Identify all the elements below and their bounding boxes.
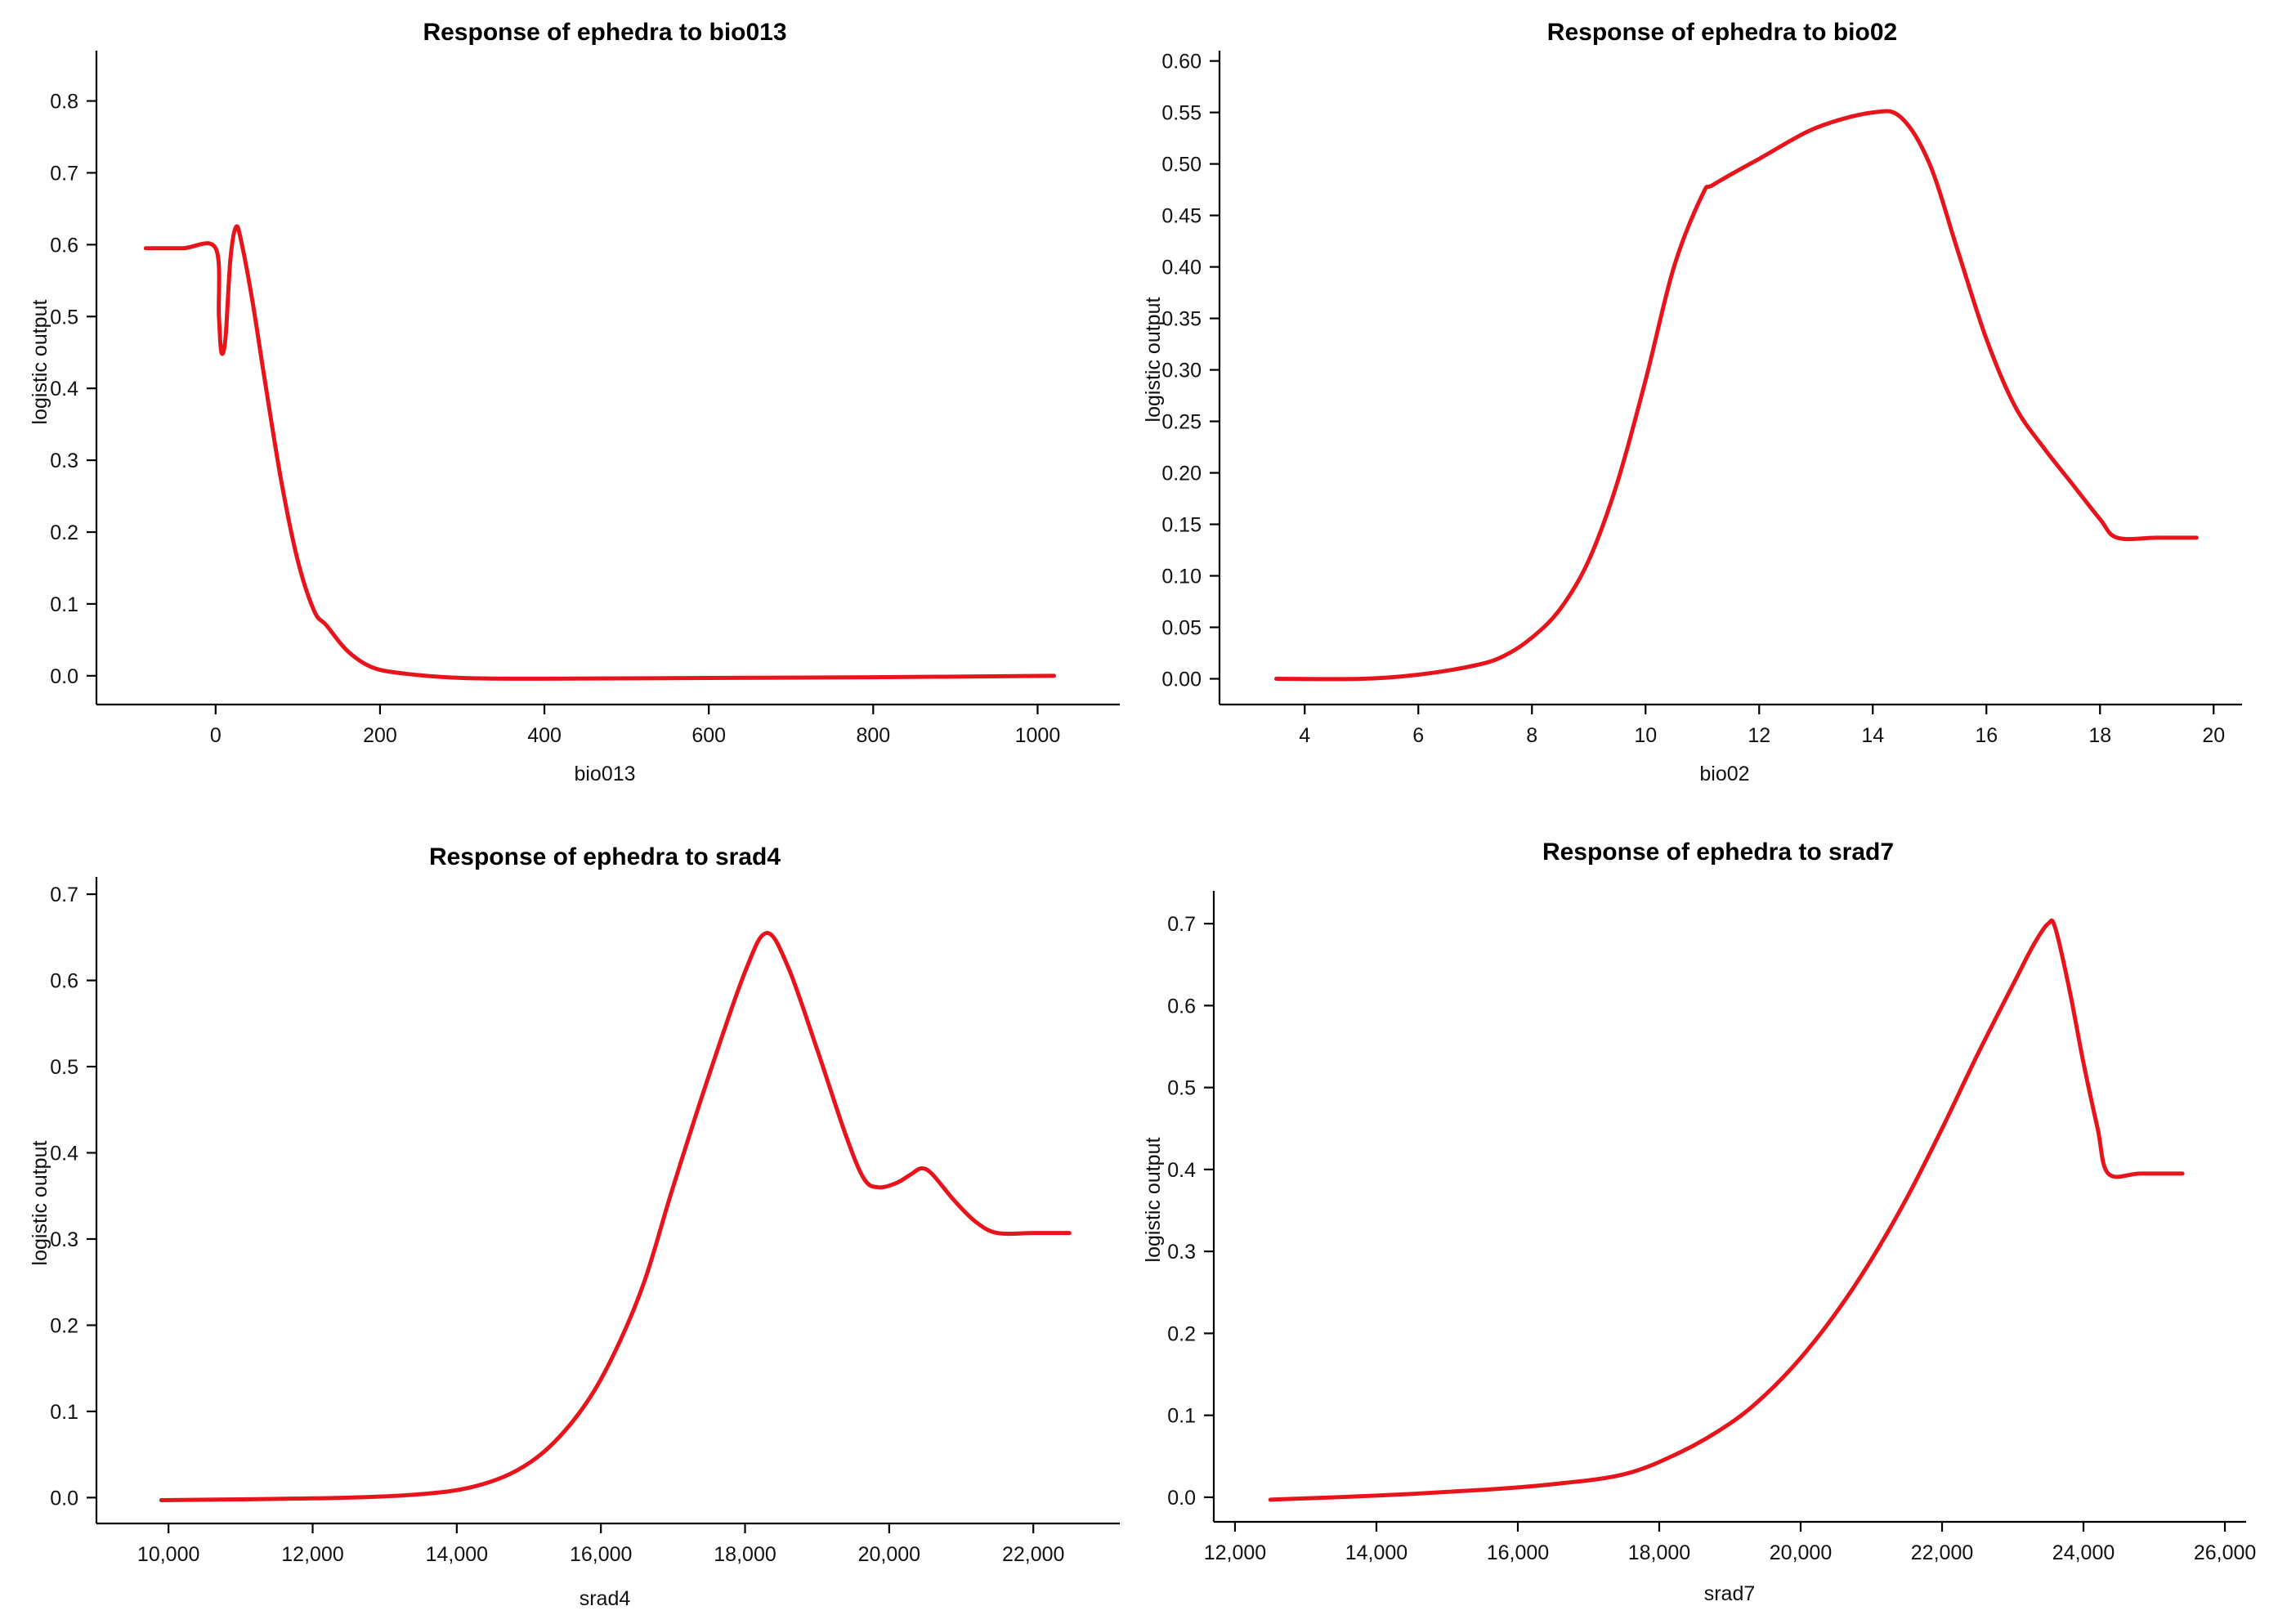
- y-tick-label: 0.6: [50, 234, 78, 257]
- response-curve: [143, 224, 1057, 681]
- y-tick-label: 0.15: [1161, 514, 1202, 537]
- y-tick-label: 0.2: [1167, 1322, 1196, 1345]
- panel-srad7: Response of ephedra to srad7 srad7 logis…: [1142, 839, 2256, 1605]
- chart-title: Response of ephedra to srad4: [429, 843, 781, 870]
- y-tick-label: 0.1: [50, 593, 78, 616]
- y-tick-label: 0.4: [50, 1142, 78, 1165]
- chart-title: Response of ephedra to srad7: [1542, 839, 1894, 866]
- x-tick-label: 800: [856, 724, 890, 747]
- y-tick-label: 0.10: [1161, 566, 1202, 588]
- x-tick-label: 4: [1299, 724, 1310, 747]
- y-tick-label: 0.5: [1167, 1077, 1196, 1100]
- x-tick-label: 8: [1526, 724, 1537, 747]
- x-tick-label: 18,000: [714, 1543, 776, 1566]
- y-tick-label: 0.4: [1167, 1159, 1196, 1182]
- x-tick-label: 20,000: [858, 1543, 920, 1566]
- x-tick-label: 14: [1861, 724, 1884, 747]
- x-tick-label: 12: [1748, 724, 1770, 747]
- y-tick-label: 0.5: [50, 306, 78, 329]
- y-axis-label: logistic output: [1142, 298, 1165, 423]
- y-axis-label: logistic output: [1142, 1138, 1165, 1263]
- x-tick-label: 22,000: [1002, 1543, 1064, 1566]
- x-tick-label: 1000: [1015, 724, 1061, 747]
- panel-bio013: Response of ephedra to bio013 bio013 log…: [29, 19, 1120, 785]
- x-tick-label: 18: [2088, 724, 2111, 747]
- y-tick-label: 0.0: [50, 665, 78, 688]
- chart-title: Response of ephedra to bio02: [1547, 19, 1897, 46]
- x-axis-label: srad7: [1704, 1582, 1756, 1605]
- y-tick-label: 0.3: [50, 450, 78, 472]
- x-tick-label: 0: [210, 724, 222, 747]
- x-tick-label: 12,000: [1204, 1541, 1266, 1564]
- y-axis-label: logistic output: [29, 1141, 51, 1266]
- response-curve: [159, 931, 1072, 1503]
- y-tick-label: 0.1: [50, 1401, 78, 1424]
- y-tick-label: 0.35: [1161, 308, 1202, 331]
- y-tick-label: 0.05: [1161, 617, 1202, 640]
- y-tick-label: 0.7: [50, 884, 78, 906]
- y-tick-label: 0.4: [50, 378, 78, 400]
- x-tick-label: 200: [363, 724, 397, 747]
- y-tick-label: 0.0: [1167, 1487, 1196, 1510]
- x-tick-label: 16,000: [1487, 1541, 1549, 1564]
- y-axis-label: logistic output: [29, 300, 51, 425]
- panel-bio02: Response of ephedra to bio02 bio02 logis…: [1142, 19, 2242, 785]
- y-tick-label: 0.50: [1161, 154, 1202, 177]
- x-tick-label: 26,000: [2194, 1541, 2256, 1564]
- x-tick-label: 12,000: [281, 1543, 343, 1566]
- x-tick-label: 400: [527, 724, 562, 747]
- y-tick-label: 0.2: [50, 521, 78, 544]
- x-tick-label: 6: [1412, 724, 1424, 747]
- x-tick-label: 14,000: [1345, 1541, 1407, 1564]
- y-tick-label: 0.5: [50, 1056, 78, 1079]
- y-tick-label: 0.8: [50, 91, 78, 114]
- y-tick-label: 0.1: [1167, 1405, 1196, 1428]
- response-curve: [1268, 918, 2185, 1502]
- response-curve: [1274, 109, 2199, 682]
- x-tick-label: 10,000: [137, 1543, 199, 1566]
- y-tick-label: 0.55: [1161, 102, 1202, 125]
- x-axis-label: bio02: [1699, 763, 1749, 785]
- y-tick-label: 0.7: [50, 162, 78, 185]
- y-tick-label: 0.00: [1161, 669, 1202, 691]
- y-tick-label: 0.45: [1161, 205, 1202, 228]
- y-tick-label: 0.2: [50, 1314, 78, 1337]
- y-tick-label: 0.25: [1161, 411, 1202, 434]
- x-axis-label: bio013: [574, 763, 635, 785]
- x-tick-label: 20: [2202, 724, 2225, 747]
- y-tick-label: 0.30: [1161, 360, 1202, 383]
- x-tick-label: 600: [691, 724, 726, 747]
- y-tick-label: 0.7: [1167, 913, 1196, 936]
- x-tick-label: 16,000: [570, 1543, 632, 1566]
- y-tick-label: 0.0: [50, 1487, 78, 1510]
- x-tick-label: 18,000: [1628, 1541, 1690, 1564]
- x-axis-label: srad4: [580, 1587, 631, 1610]
- x-tick-label: 14,000: [426, 1543, 488, 1566]
- y-tick-label: 0.6: [1167, 995, 1196, 1018]
- chart-title: Response of ephedra to bio013: [423, 19, 786, 46]
- y-tick-label: 0.3: [50, 1228, 78, 1251]
- x-tick-label: 10: [1634, 724, 1657, 747]
- y-tick-label: 0.40: [1161, 257, 1202, 280]
- y-tick-label: 0.6: [50, 970, 78, 993]
- y-tick-label: 0.60: [1161, 51, 1202, 74]
- panel-srad4: Response of ephedra to srad4 srad4 logis…: [29, 843, 1120, 1610]
- x-tick-label: 22,000: [1911, 1541, 1973, 1564]
- x-tick-label: 20,000: [1770, 1541, 1832, 1564]
- x-tick-label: 24,000: [2052, 1541, 2115, 1564]
- x-tick-label: 16: [1975, 724, 1998, 747]
- y-tick-label: 0.3: [1167, 1241, 1196, 1264]
- y-tick-label: 0.20: [1161, 463, 1202, 485]
